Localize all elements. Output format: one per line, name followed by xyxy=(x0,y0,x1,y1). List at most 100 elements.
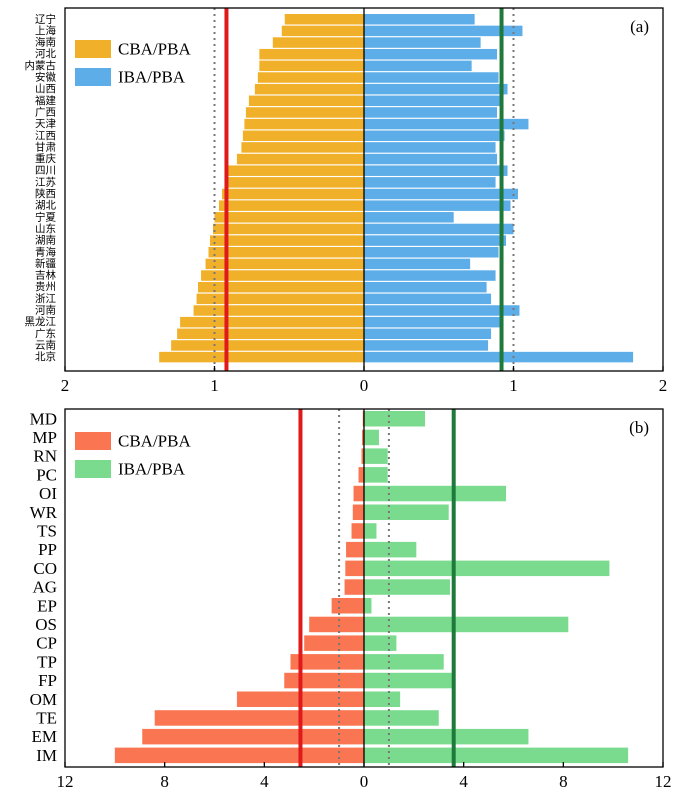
category-label: 辽宁 xyxy=(35,12,56,25)
bar-iba-5 xyxy=(364,60,472,72)
bar-cba-23 xyxy=(201,270,364,281)
bar-iba-4 xyxy=(364,48,498,60)
bar-iba-10 xyxy=(364,579,450,595)
bar-iba-12 xyxy=(364,616,569,633)
bar-cba-6 xyxy=(257,72,364,83)
bar-cba-10 xyxy=(244,118,364,130)
bar-iba-1 xyxy=(364,411,426,427)
category-label: PC xyxy=(36,465,57,484)
legend-swatch-iba xyxy=(75,68,111,86)
x-tick-label: 2 xyxy=(659,376,668,395)
bar-iba-24 xyxy=(364,281,487,293)
bar-iba-12 xyxy=(364,142,496,153)
x-tick-label: 12 xyxy=(655,772,672,791)
bar-iba-26 xyxy=(364,305,520,316)
panel-label: (a) xyxy=(630,17,649,36)
bar-iba-15 xyxy=(364,672,454,689)
category-label: CP xyxy=(36,634,57,653)
bar-iba-18 xyxy=(364,728,529,745)
bar-iba-22 xyxy=(364,258,471,270)
category-label: 吉林 xyxy=(35,269,56,282)
category-label: 江苏 xyxy=(35,175,56,188)
bar-cba-24 xyxy=(198,281,364,293)
bar-cba-25 xyxy=(196,293,364,305)
bar-cba-1 xyxy=(284,14,364,25)
bar-iba-28 xyxy=(364,328,492,340)
category-label: 新疆 xyxy=(35,257,56,270)
legend-label-cba: CBA/PBA xyxy=(118,40,191,59)
legend-label-iba: IBA/PBA xyxy=(118,68,186,87)
bar-cba-2 xyxy=(362,429,364,446)
legend-label-iba: IBA/PBA xyxy=(118,460,186,479)
bar-iba-6 xyxy=(364,504,449,520)
bar-cba-4 xyxy=(358,467,364,483)
bar-cba-19 xyxy=(114,747,364,764)
category-label: EM xyxy=(32,727,58,746)
category-label: 宁夏 xyxy=(35,210,56,223)
category-label: MP xyxy=(32,428,57,447)
bar-cba-17 xyxy=(154,710,364,726)
bar-cba-8 xyxy=(248,95,364,107)
bar-cba-14 xyxy=(226,165,364,176)
panel-label: (b) xyxy=(629,418,649,437)
bar-iba-9 xyxy=(364,560,610,577)
category-label: 湖北 xyxy=(35,200,56,212)
category-label: 广西 xyxy=(35,106,56,118)
bar-cba-7 xyxy=(351,523,364,539)
category-label: OI xyxy=(39,484,57,503)
bar-cba-22 xyxy=(205,258,364,270)
category-label: AG xyxy=(32,578,57,597)
bar-iba-19 xyxy=(364,223,514,235)
bar-iba-7 xyxy=(364,523,377,539)
category-label: 内蒙古 xyxy=(25,59,57,72)
category-label: EP xyxy=(37,596,57,615)
legend-swatch-cba xyxy=(75,40,111,58)
x-tick-label: 4 xyxy=(459,772,468,791)
legend-label-cba: CBA/PBA xyxy=(118,432,191,451)
bar-cba-11 xyxy=(331,598,364,614)
bar-iba-21 xyxy=(364,247,499,258)
bar-cba-12 xyxy=(309,616,364,633)
panel-a: 辽宁上海海南河北内蒙古安徽山西福建广西天津江西甘肃重庆四川江苏陕西湖北宁夏山东湖… xyxy=(25,7,668,395)
bar-iba-16 xyxy=(364,691,401,707)
bar-cba-7 xyxy=(254,83,364,95)
category-label: TS xyxy=(37,521,57,540)
bar-cba-12 xyxy=(241,142,364,153)
bar-cba-14 xyxy=(290,654,364,670)
bar-cba-10 xyxy=(344,579,364,595)
bar-cba-16 xyxy=(221,188,364,200)
bar-cba-19 xyxy=(213,223,364,235)
x-tick-label: 12 xyxy=(57,772,74,791)
bar-iba-19 xyxy=(364,747,629,764)
legend-swatch-cba xyxy=(75,432,111,450)
bar-iba-13 xyxy=(364,153,498,165)
category-label: 湖南 xyxy=(35,234,56,247)
category-label: FP xyxy=(38,671,57,690)
bar-iba-3 xyxy=(364,37,481,48)
category-label: OM xyxy=(30,690,57,709)
bar-cba-17 xyxy=(218,200,364,211)
category-label: 浙江 xyxy=(35,293,56,305)
x-tick-label: 1 xyxy=(210,376,219,395)
category-label: 青海 xyxy=(35,245,56,258)
bar-cba-2 xyxy=(281,25,364,37)
category-label: RN xyxy=(33,447,57,466)
category-label: 海南 xyxy=(35,36,56,49)
bar-cba-6 xyxy=(352,504,364,520)
bar-cba-5 xyxy=(259,60,364,72)
panel-b: MDMPRNPCOIWRTSPPCOAGEPOSCPTPFPOMTEEMIM12… xyxy=(30,408,672,791)
bar-iba-13 xyxy=(364,635,397,651)
category-label: 北京 xyxy=(35,350,56,363)
bar-iba-11 xyxy=(364,598,372,614)
bar-cba-11 xyxy=(242,130,364,141)
bar-iba-8 xyxy=(364,541,417,558)
category-label: OS xyxy=(35,615,57,634)
legend-swatch-iba xyxy=(75,460,111,478)
category-label: 福建 xyxy=(35,94,56,107)
category-label: 广东 xyxy=(35,327,56,340)
bar-iba-29 xyxy=(364,340,489,351)
category-label: CO xyxy=(33,559,57,578)
bar-cba-13 xyxy=(304,635,364,651)
bar-cba-5 xyxy=(353,485,364,502)
bar-cba-20 xyxy=(210,235,364,246)
